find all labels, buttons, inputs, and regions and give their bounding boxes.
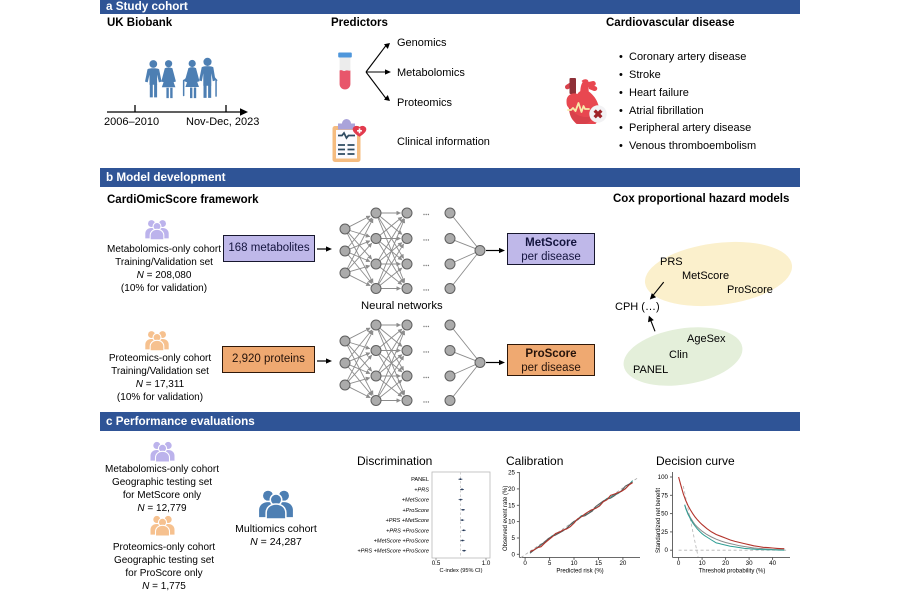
svg-text:+ProScore: +ProScore <box>402 508 429 514</box>
svg-text:20: 20 <box>722 560 729 567</box>
svg-text:Predicted risk (%): Predicted risk (%) <box>556 569 603 575</box>
svg-text:+PRS +ProScore: +PRS +ProScore <box>386 528 429 534</box>
svg-text:0: 0 <box>677 560 681 567</box>
svg-text:25: 25 <box>508 470 515 477</box>
svg-text:Observed event rate (%): Observed event rate (%) <box>503 486 509 551</box>
svg-text:+MetScore: +MetScore <box>402 498 429 504</box>
svg-text:15: 15 <box>595 560 602 567</box>
svg-text:PANEL: PANEL <box>411 477 429 483</box>
svg-text:20: 20 <box>619 560 626 567</box>
svg-text:C-index (95% CI): C-index (95% CI) <box>440 568 483 574</box>
svg-text:0: 0 <box>512 551 516 558</box>
svg-text:+PRS: +PRS <box>414 487 429 493</box>
svg-text:40: 40 <box>769 560 776 567</box>
svg-text:75: 75 <box>661 492 668 499</box>
svg-text:5: 5 <box>548 560 552 567</box>
svg-text:10: 10 <box>571 560 578 567</box>
svg-text:30: 30 <box>746 560 753 567</box>
svg-text:50: 50 <box>661 511 668 518</box>
svg-text:1.0: 1.0 <box>482 560 491 567</box>
svg-text:Standardized net benefit: Standardized net benefit <box>656 488 662 553</box>
svg-text:100: 100 <box>658 474 669 481</box>
svg-text:0.5: 0.5 <box>432 560 441 567</box>
svg-text:Threshold probability (%): Threshold probability (%) <box>699 569 766 575</box>
svg-text:10: 10 <box>699 560 706 567</box>
svg-text:15: 15 <box>508 502 515 509</box>
svg-text:20: 20 <box>508 486 515 493</box>
svg-text:0: 0 <box>523 560 527 567</box>
svg-text:25: 25 <box>661 529 668 536</box>
svg-text:+PRS +MetScore +ProScore: +PRS +MetScore +ProScore <box>357 549 429 555</box>
svg-text:0: 0 <box>665 547 669 554</box>
svg-text:5: 5 <box>512 535 516 542</box>
svg-text:10: 10 <box>508 519 515 526</box>
svg-text:+PRS +MetScore: +PRS +MetScore <box>385 518 429 524</box>
svg-text:+MetScore +ProScore: +MetScore +ProScore <box>374 539 429 545</box>
